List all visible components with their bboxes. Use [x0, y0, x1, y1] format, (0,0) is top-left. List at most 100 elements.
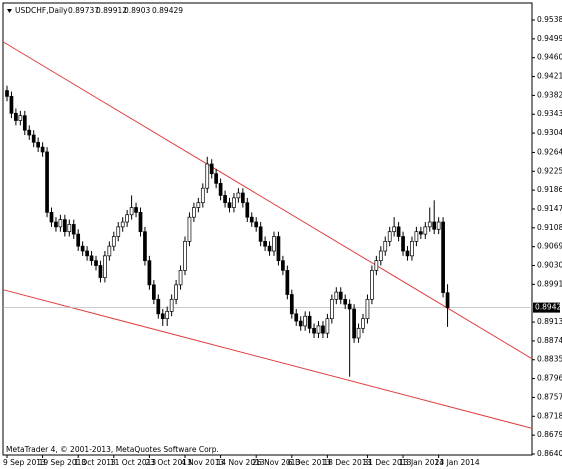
candle-body: [49, 212, 54, 223]
candle-body: [9, 96, 14, 114]
candle-body: [62, 219, 67, 233]
candle-body: [374, 260, 379, 271]
candle-body: [111, 236, 116, 247]
candle-body: [321, 325, 325, 334]
candle-body: [58, 219, 63, 228]
candle-body: [352, 308, 356, 339]
price-box: [533, 302, 560, 313]
candle-body: [419, 231, 423, 235]
candle-body: [54, 221, 58, 228]
candle-body: [285, 269, 290, 295]
candle-body: [316, 325, 321, 334]
candle-body: [263, 240, 267, 247]
candle-body: [94, 260, 98, 266]
candle-body: [14, 112, 18, 121]
candle-body: [441, 221, 445, 293]
candle-body: [325, 318, 330, 334]
candle-body: [334, 291, 339, 300]
candle-body: [241, 192, 245, 204]
candle-body: [134, 207, 138, 213]
x-tick-label: 9 Sep 2013: [3, 458, 46, 467]
candle-body: [383, 240, 388, 252]
candle-body: [258, 226, 263, 242]
candle-body: [174, 284, 178, 300]
candle-body: [405, 250, 410, 257]
candle-body: [187, 216, 192, 242]
y-tick-label: 0.86400: [537, 449, 562, 458]
candle-body: [40, 146, 45, 153]
candle-body: [289, 294, 294, 315]
candle-body: [272, 236, 276, 252]
candle-body: [18, 115, 23, 121]
candle-body: [196, 202, 201, 208]
header-value: 0.89429: [152, 6, 183, 15]
candle-body: [423, 226, 428, 235]
candle-body: [236, 192, 241, 199]
candle-body: [436, 221, 441, 230]
x-tick-label: 23 Jan 2014: [435, 458, 480, 467]
candle-body: [27, 129, 32, 136]
candle-body: [432, 221, 437, 230]
candle-body: [183, 240, 187, 271]
plot-frame: [2, 2, 533, 456]
x-tick-label: 18 Dec 2013: [323, 458, 371, 467]
candle-body: [107, 245, 112, 257]
candle-body: [22, 115, 27, 131]
trendline: [2, 289, 533, 429]
candle-body: [218, 183, 223, 196]
candle-body: [152, 284, 156, 300]
candle-body: [89, 255, 94, 262]
candle-body: [129, 207, 134, 216]
candle-body: [98, 265, 103, 278]
candle-body: [116, 226, 121, 237]
candle-body: [298, 320, 303, 327]
candle-body: [361, 318, 365, 329]
candle-body: [143, 231, 147, 262]
candle-body: [214, 173, 218, 184]
candle-body: [138, 212, 143, 233]
candle-body: [410, 240, 414, 257]
candle-body: [312, 327, 316, 334]
candle-body: [223, 195, 227, 204]
candle-body: [125, 214, 130, 223]
candle-body: [370, 269, 374, 300]
candle-body: [160, 313, 165, 320]
candle-body: [36, 141, 41, 148]
candle-body: [294, 313, 299, 322]
candle-body: [365, 298, 370, 320]
candle-body: [414, 231, 419, 242]
menu-arrow: [7, 9, 12, 13]
candle-body: [205, 163, 210, 189]
price-label: 0.89429: [535, 303, 562, 312]
candle-body: [227, 202, 232, 208]
candle-body: [156, 298, 161, 315]
candle-body: [249, 216, 254, 223]
candle-body: [343, 298, 348, 305]
chart-title: USDCHF,Daily: [15, 6, 68, 15]
candle-body: [67, 224, 72, 233]
x-tick-label: 1 Oct 2013: [74, 458, 116, 467]
candle-body: [254, 221, 259, 228]
candle-body: [31, 134, 36, 143]
candle-body: [192, 207, 196, 218]
candle-body: [281, 260, 285, 271]
